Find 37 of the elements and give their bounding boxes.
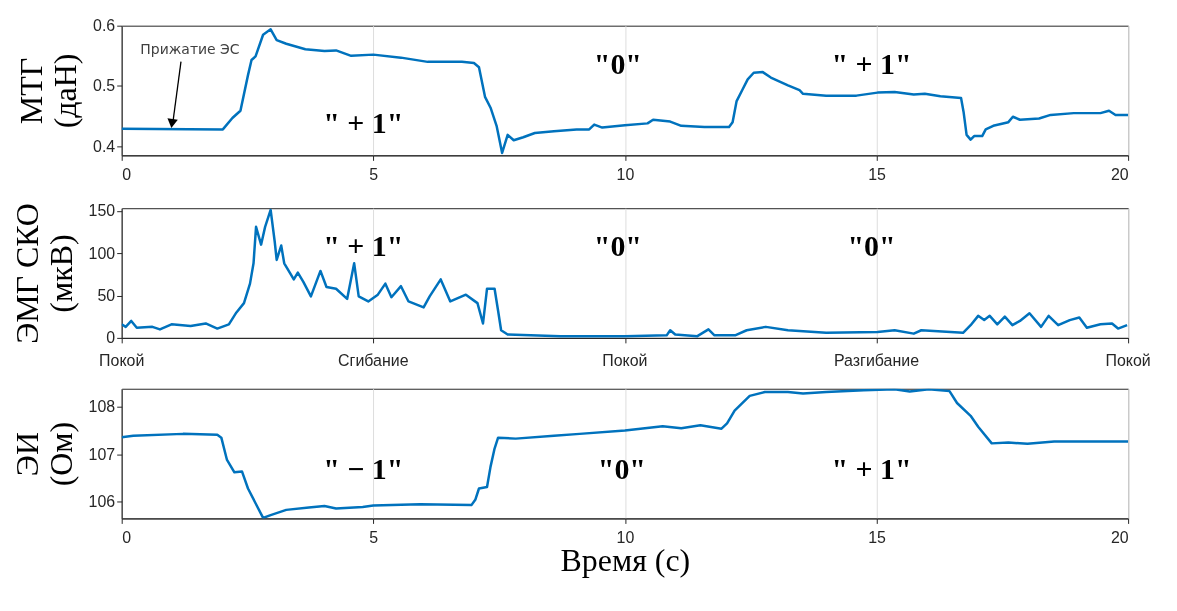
annotation: " + 1" [831,46,912,80]
text: Покой [99,352,145,370]
annotation: "0" [847,229,896,263]
x-tick-label: 10 [616,165,635,183]
annotation: " − 1" [323,452,404,486]
y-tick-label: 150 [88,202,116,220]
x-tick-label: 0 [122,528,132,546]
y-tick-label: 0.5 [93,77,116,95]
y-tick-label: 107 [88,445,116,463]
y-axis-title: МТГ (даН) [14,53,84,129]
y-tick-label: 0 [106,329,116,347]
y-tick-label: 0.4 [93,137,116,155]
y-tick-label: 108 [88,398,116,416]
text: Сгибание [338,352,409,370]
x-tick-label: 20 [1110,165,1129,183]
x-tick-label: 20 [1110,528,1129,546]
annotation: "0" [597,452,646,486]
y-tick-label: 0.6 [93,17,116,35]
text: Разгибание [834,352,920,370]
y-tick-label: 50 [97,286,116,304]
y-axis-title: ЭИ (Ом) [9,421,79,487]
x-tick-label: 15 [868,165,887,183]
text: Покой [602,352,648,370]
y-tick-label: 100 [88,244,116,262]
annotation: " + 1" [323,229,404,263]
x-tick-label: 15 [868,528,887,546]
annotation: Прижатие ЭС [140,40,240,57]
y-tick-label: 106 [88,493,116,511]
annotation: " + 1" [831,452,912,486]
y-axis-title: ЭМГ СКО (мкВ) [9,203,79,344]
annotation: " + 1" [323,106,404,140]
x-tick-label: 5 [369,528,379,546]
x-tick-label: 5 [369,165,379,183]
text: Покой [1105,352,1151,370]
x-tick-label: 0 [122,165,132,183]
annotation: "0" [593,229,642,263]
annotation: "0" [593,46,642,80]
